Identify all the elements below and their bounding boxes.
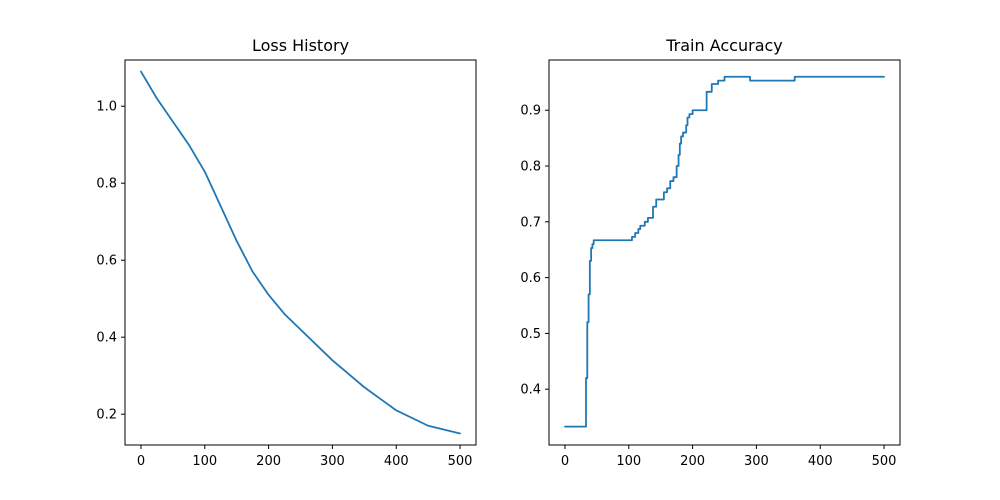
train-accuracy-x-tick-label: 0 bbox=[561, 454, 569, 469]
train-accuracy-x-tick-label: 500 bbox=[872, 454, 897, 469]
loss-history-x-tick-label: 0 bbox=[137, 454, 145, 469]
loss-history-y-tick-label: 0.2 bbox=[96, 408, 117, 423]
loss-history-x-tick-label: 200 bbox=[256, 454, 281, 469]
loss-history-x-tick-label: 100 bbox=[192, 454, 217, 469]
train-accuracy-chart: Train Accuracy 0 100 200 300 400 500 0.4 0.5 0.6 0… bbox=[520, 36, 901, 469]
train-accuracy-y-tick-label: 0.9 bbox=[520, 104, 541, 119]
train-accuracy-y-tick-label: 0.8 bbox=[520, 160, 541, 175]
loss-history-y-tick-label: 0.4 bbox=[96, 331, 117, 346]
loss-history-x-tick-label: 400 bbox=[384, 454, 409, 469]
train-accuracy-y-tick-label: 0.5 bbox=[520, 327, 541, 342]
loss-history-y-tick-label: 1.0 bbox=[96, 100, 117, 115]
loss-history-title: Loss History bbox=[252, 36, 349, 55]
train-accuracy-x-tick-label: 300 bbox=[744, 454, 769, 469]
train-accuracy-title: Train Accuracy bbox=[665, 36, 783, 55]
train-accuracy-x-tick-label: 400 bbox=[808, 454, 833, 469]
train-accuracy-y-tick-label: 0.7 bbox=[520, 215, 541, 230]
train-accuracy-x-tick-label: 200 bbox=[680, 454, 705, 469]
loss-history-chart: Loss History 0 100 200 300 400 500 0.2 0.4 0.6 0.8… bbox=[96, 36, 477, 469]
loss-history-x-tick-label: 300 bbox=[320, 454, 345, 469]
train-accuracy-y-tick-label: 0.6 bbox=[520, 271, 541, 286]
train-accuracy-y-tick-label: 0.4 bbox=[520, 383, 541, 398]
train-accuracy-axes-frame bbox=[548, 59, 901, 446]
loss-history-y-tick-label: 0.8 bbox=[96, 177, 117, 192]
train-accuracy-series-line bbox=[564, 75, 885, 428]
loss-history-series-line bbox=[140, 70, 461, 435]
train-accuracy-x-tick-label: 100 bbox=[616, 454, 641, 469]
loss-history-x-tick-label: 500 bbox=[448, 454, 473, 469]
loss-history-axes-frame bbox=[124, 59, 477, 446]
loss-history-y-tick-label: 0.6 bbox=[96, 254, 117, 269]
